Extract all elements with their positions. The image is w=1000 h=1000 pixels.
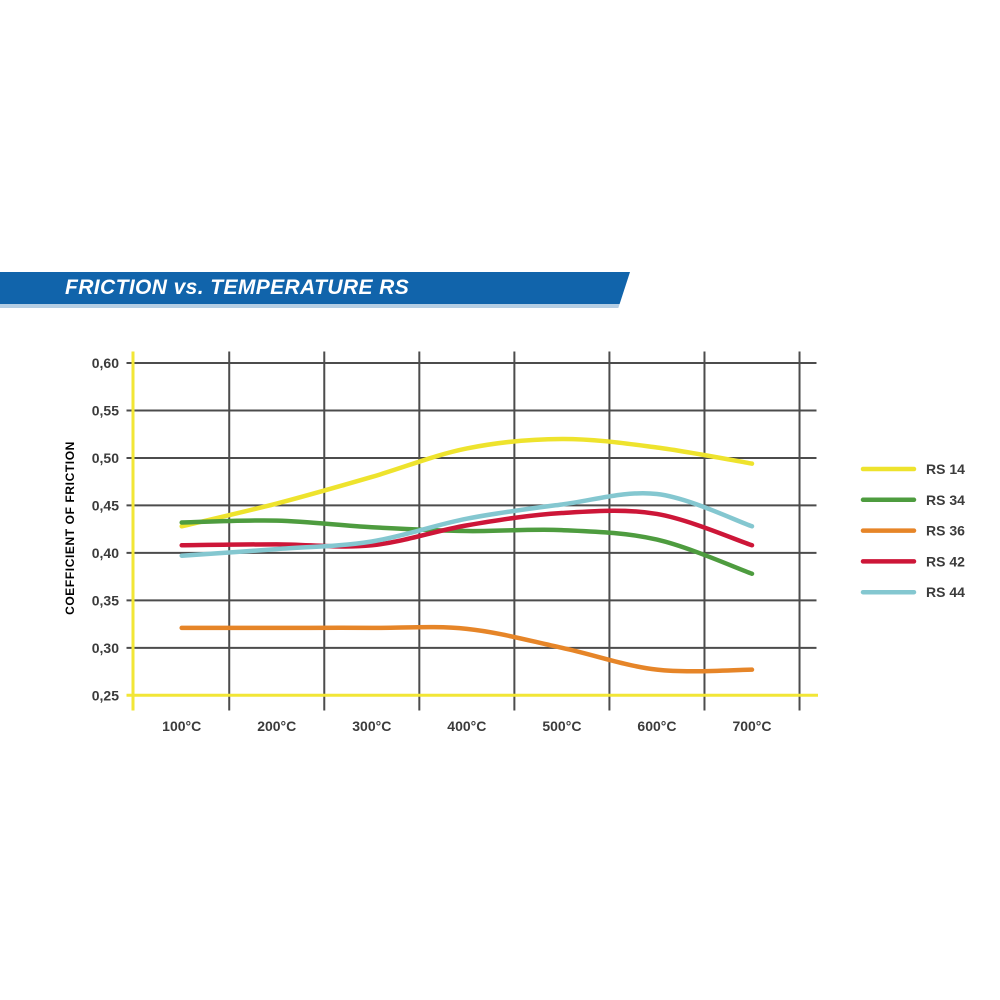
legend-item-rs-36: RS 36 <box>860 523 965 539</box>
x-tick-label: 700°C <box>732 718 771 734</box>
series-curve-rs-14 <box>179 436 755 529</box>
y-tick-label: 0,35 <box>92 592 119 608</box>
legend-item-rs-14: RS 14 <box>860 461 965 477</box>
legend-label: RS 36 <box>926 523 965 539</box>
chart-title: FRICTION vs. TEMPERATURE RS <box>65 276 410 299</box>
legend-label: RS 34 <box>926 492 965 508</box>
y-tick-label: 0,25 <box>92 687 119 703</box>
x-axis-tick-labels: 100°C 200°C 300°C 400°C 500°C 600°C 700°C <box>162 718 771 734</box>
x-tick-label: 200°C <box>257 718 296 734</box>
y-tick-label: 0,55 <box>92 402 119 418</box>
series-curve-rs-34 <box>179 518 755 577</box>
legend-item-rs-44: RS 44 <box>860 584 965 600</box>
series-curve-rs-42 <box>179 508 755 549</box>
x-tick-label: 400°C <box>447 718 486 734</box>
x-tick-label: 100°C <box>162 718 201 734</box>
legend-item-rs-42: RS 42 <box>860 553 965 569</box>
legend-label: RS 42 <box>926 553 965 569</box>
y-axis-title: COEFFICIENT OF FRICTION <box>63 441 77 615</box>
y-axis-tick-labels: 0,60 0,55 0,50 0,45 0,40 0,35 0,30 0,25 <box>92 355 119 703</box>
gridlines <box>126 351 817 711</box>
legend-item-rs-34: RS 34 <box>860 492 965 508</box>
y-tick-label: 0,40 <box>92 545 119 561</box>
x-tick-label: 600°C <box>637 718 676 734</box>
x-tick-label: 500°C <box>542 718 581 734</box>
series-curve-rs-44 <box>179 491 755 558</box>
title-banner: FRICTION vs. TEMPERATURE RS <box>0 272 630 309</box>
y-tick-label: 0,45 <box>92 497 119 513</box>
series-curves <box>179 436 755 674</box>
legend: RS 14 RS 34 RS 36 RS 42 RS 44 <box>860 461 965 600</box>
banner-underline <box>0 304 630 308</box>
axes <box>126 351 818 711</box>
series-curve-rs-36 <box>179 624 755 674</box>
y-tick-label: 0,50 <box>92 450 119 466</box>
y-tick-label: 0,60 <box>92 355 119 371</box>
x-tick-label: 300°C <box>352 718 391 734</box>
legend-label: RS 44 <box>926 584 965 600</box>
y-tick-label: 0,30 <box>92 640 119 656</box>
title-banner-background: FRICTION vs. TEMPERATURE RS <box>0 272 630 304</box>
legend-label: RS 14 <box>926 461 965 477</box>
